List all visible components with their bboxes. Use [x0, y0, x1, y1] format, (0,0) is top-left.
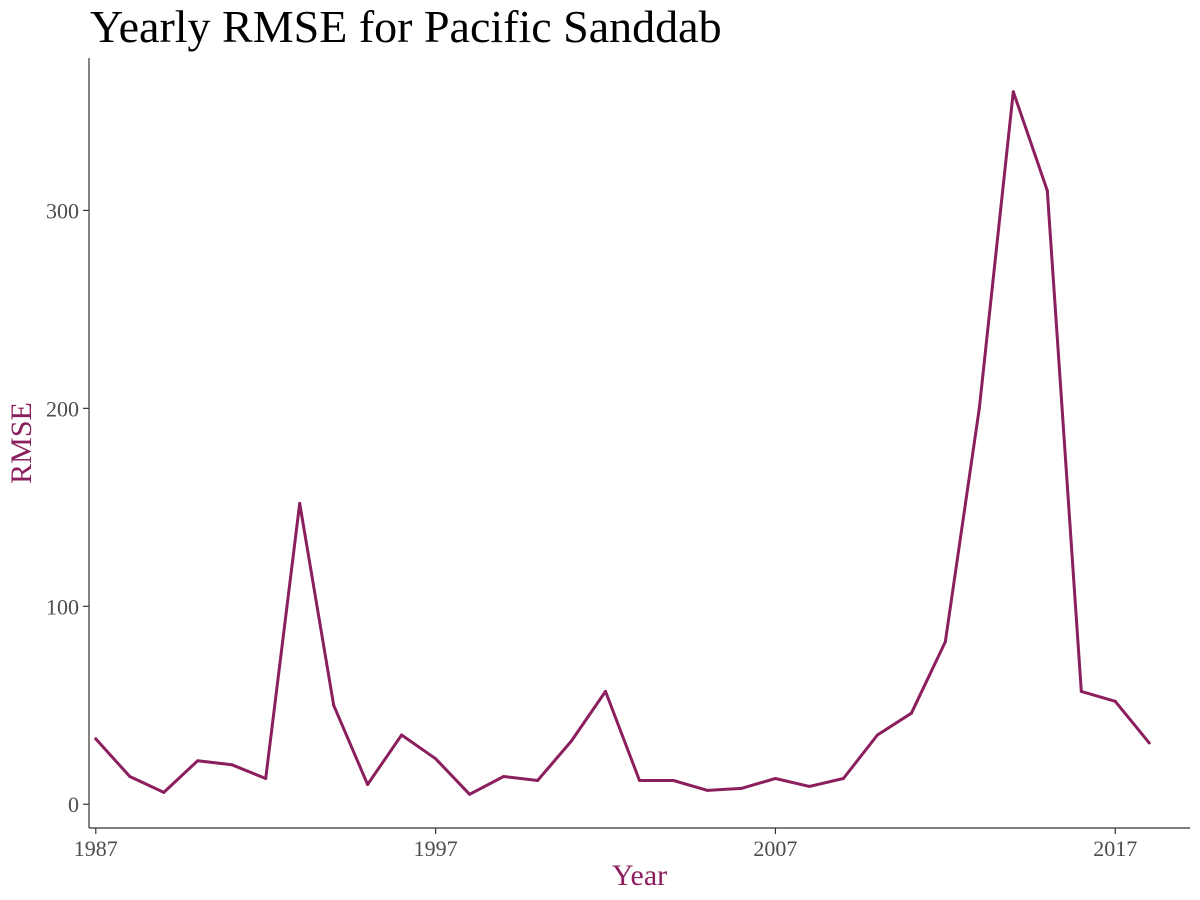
data-point	[468, 792, 472, 796]
x-tick-label: 1987	[74, 836, 118, 861]
data-point	[162, 790, 166, 794]
series	[94, 90, 1151, 796]
data-point	[1011, 90, 1015, 94]
data-point	[706, 788, 709, 792]
data-point	[773, 777, 777, 780]
data-point	[943, 640, 947, 644]
data-point	[977, 406, 981, 410]
ticks: 0 100 200 300 1987 1997 2007 2017	[46, 198, 1137, 861]
data-point	[94, 737, 98, 741]
data-point	[434, 757, 438, 761]
data-point	[536, 779, 540, 782]
data-point	[841, 777, 845, 780]
data-point	[739, 786, 743, 790]
y-tick-label: 100	[46, 594, 79, 619]
x-tick-label: 2017	[1093, 836, 1137, 861]
data-point	[230, 763, 234, 767]
data-point	[638, 779, 641, 782]
data-point	[909, 711, 913, 715]
x-axis-title: Year	[612, 859, 667, 892]
data-point	[298, 501, 302, 505]
data-point	[1147, 741, 1151, 745]
data-point	[332, 703, 336, 707]
data-point	[400, 733, 404, 737]
axes	[88, 58, 1190, 829]
x-tick-label: 2007	[753, 836, 797, 861]
data-point	[1113, 699, 1117, 703]
data-point	[1079, 689, 1083, 693]
data-point	[807, 784, 811, 788]
chart-title: Yearly RMSE for Pacific Sanddab	[90, 1, 722, 52]
data-point	[604, 689, 607, 693]
data-point	[196, 759, 200, 763]
x-tick-label: 1997	[414, 836, 458, 861]
data-point	[875, 733, 879, 737]
y-axis-title: RMSE	[5, 402, 38, 484]
y-tick-label: 300	[46, 198, 79, 223]
data-point	[672, 779, 675, 782]
y-tick-label: 200	[46, 396, 79, 421]
data-point	[128, 775, 132, 778]
data-point	[570, 739, 573, 743]
data-point	[502, 775, 506, 778]
data-point	[366, 783, 370, 786]
y-tick-label: 0	[68, 792, 79, 817]
data-point	[264, 777, 268, 780]
series-line	[94, 90, 1151, 796]
data-point	[1045, 189, 1049, 193]
